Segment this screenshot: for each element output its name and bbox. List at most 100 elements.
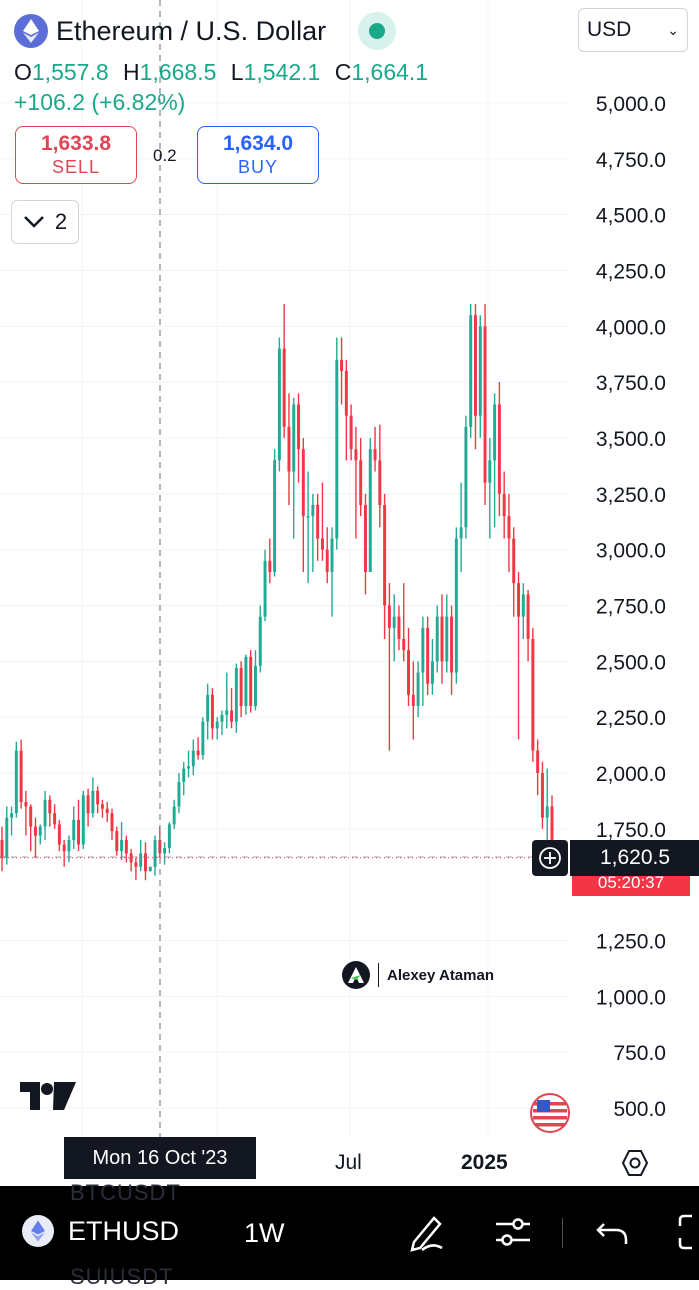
candle <box>110 808 114 840</box>
price-tick-label: 2,750.0 <box>596 596 666 619</box>
candle-body <box>545 806 549 818</box>
bar-countdown: 05:20:37 <box>572 876 690 896</box>
symbol-header[interactable]: Ethereum / U.S. Dollar <box>14 12 397 50</box>
candle-body <box>120 840 124 852</box>
interval-button[interactable]: 1W <box>244 1218 285 1248</box>
buy-button[interactable]: 1,634.0 BUY <box>197 126 319 184</box>
candle-body <box>540 773 544 818</box>
buy-price: 1,634.0 <box>222 132 294 155</box>
candle <box>182 761 186 796</box>
candle-body <box>187 766 191 769</box>
price-tick-label: 1,000.0 <box>596 986 666 1009</box>
indicators-count: 2 <box>54 209 68 234</box>
candle-body <box>53 813 57 825</box>
sell-label: SELL <box>51 157 101 177</box>
candle <box>473 304 477 450</box>
symbol-title: Ethereum / U.S. Dollar <box>56 15 327 46</box>
candle <box>172 799 176 829</box>
candle-body <box>81 795 85 845</box>
candle-body <box>10 813 14 818</box>
currency-select[interactable]: USD ⌄ <box>578 8 688 52</box>
candle <box>72 806 76 849</box>
symbol-search-button[interactable]: ETHUSD <box>22 1215 179 1247</box>
price-tick-label: 1,250.0 <box>596 931 666 954</box>
candle <box>273 449 277 577</box>
candle-body <box>536 750 540 773</box>
candle-body <box>450 616 454 673</box>
fullscreen-icon[interactable] <box>678 1212 699 1257</box>
candle <box>464 415 468 539</box>
candle <box>387 583 391 751</box>
price-tick-label: 5,000.0 <box>596 93 666 116</box>
candle <box>153 835 157 876</box>
candle-body <box>478 326 482 416</box>
candle <box>139 840 143 872</box>
candle-body <box>292 404 296 472</box>
candle-body <box>77 819 81 845</box>
candle <box>407 627 411 706</box>
candle <box>306 471 310 584</box>
candle <box>359 438 363 517</box>
candle <box>445 594 449 673</box>
candle-body <box>497 404 501 494</box>
price-tick-label: 2,000.0 <box>596 763 666 786</box>
candle <box>316 493 320 561</box>
candle <box>206 683 210 740</box>
price-axis: 5,000.0 4,750.0 4,500.0 4,250.0 4,000.0 3,750… <box>596 93 666 1121</box>
plus-circle-icon[interactable] <box>532 840 568 876</box>
candle-body <box>469 315 473 427</box>
candle <box>335 337 339 550</box>
candle-body <box>143 853 147 872</box>
chart-settings-icon[interactable] <box>620 1148 650 1183</box>
low-value: 1,542.1 <box>243 59 321 85</box>
candle <box>196 737 200 760</box>
candle <box>531 627 535 762</box>
candle-body <box>354 449 358 461</box>
candle-body <box>38 826 42 836</box>
candle-body <box>359 460 363 505</box>
symbol-label: ETHUSD <box>68 1215 180 1246</box>
candle-body <box>182 768 186 782</box>
candle <box>201 717 205 760</box>
price-chart[interactable]: 5,000.0 4,750.0 4,500.0 4,250.0 4,000.0 3,750… <box>0 0 699 1186</box>
indicators-toggle[interactable]: 2 <box>11 200 79 244</box>
candle <box>526 589 530 662</box>
candle <box>402 583 406 662</box>
candle <box>488 438 492 539</box>
candle <box>43 790 47 840</box>
drawing-tool-icon[interactable] <box>406 1212 446 1257</box>
last-price-tag[interactable]: 1,620.5 <box>532 840 699 876</box>
candle-body <box>234 668 238 722</box>
candle-body <box>201 721 205 756</box>
candle-body <box>512 538 516 584</box>
candle-body <box>316 505 320 539</box>
candle <box>287 393 291 505</box>
candle <box>239 661 243 718</box>
candle <box>545 768 549 840</box>
price-tick-label: 4,000.0 <box>596 316 666 339</box>
candle <box>344 359 348 461</box>
tradingview-logo-icon[interactable] <box>20 1082 76 1117</box>
candle-body <box>320 538 324 550</box>
price-tick-label: 3,750.0 <box>596 372 666 395</box>
indicators-settings-icon[interactable] <box>494 1212 532 1257</box>
chevron-down-icon <box>23 216 44 228</box>
candle <box>100 799 104 818</box>
candle-body <box>392 616 396 628</box>
candle-body <box>483 326 487 483</box>
candle-body <box>368 449 372 572</box>
candle-body <box>5 817 9 858</box>
undo-icon[interactable] <box>596 1212 630 1257</box>
candle <box>148 866 152 872</box>
sell-button[interactable]: 1,633.8 SELL <box>15 126 137 184</box>
time-label-2025: 2025 <box>461 1151 508 1174</box>
market-status-icon[interactable] <box>358 12 397 50</box>
candle-body <box>91 790 95 814</box>
us-flag-icon[interactable] <box>530 1093 570 1133</box>
author-logo-icon <box>342 961 370 989</box>
candle-body <box>507 516 511 539</box>
candle <box>507 493 511 572</box>
candle-body <box>325 549 329 572</box>
candle-body <box>445 616 449 662</box>
candle <box>77 799 81 852</box>
